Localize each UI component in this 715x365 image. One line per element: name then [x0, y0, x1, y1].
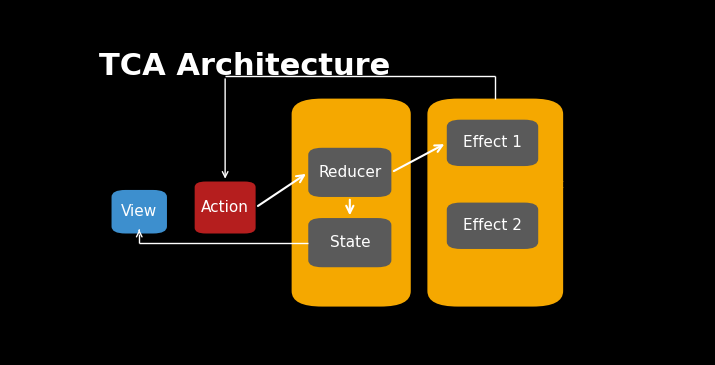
Text: Effect 2: Effect 2: [463, 218, 522, 233]
Text: STORE: STORE: [300, 201, 347, 214]
FancyBboxPatch shape: [447, 120, 538, 166]
FancyBboxPatch shape: [292, 99, 410, 307]
Text: Action: Action: [201, 200, 249, 215]
Text: State: State: [330, 235, 370, 250]
Text: View: View: [121, 204, 157, 219]
FancyBboxPatch shape: [308, 148, 391, 197]
Text: TCA Architecture: TCA Architecture: [99, 52, 390, 81]
Text: Effect 1: Effect 1: [463, 135, 522, 150]
FancyBboxPatch shape: [308, 218, 391, 267]
Text: External Environment: External Environment: [428, 178, 563, 191]
Text: Reducer: Reducer: [318, 165, 381, 180]
FancyBboxPatch shape: [112, 190, 167, 234]
FancyBboxPatch shape: [428, 99, 563, 307]
FancyBboxPatch shape: [447, 203, 538, 249]
FancyBboxPatch shape: [194, 181, 256, 234]
